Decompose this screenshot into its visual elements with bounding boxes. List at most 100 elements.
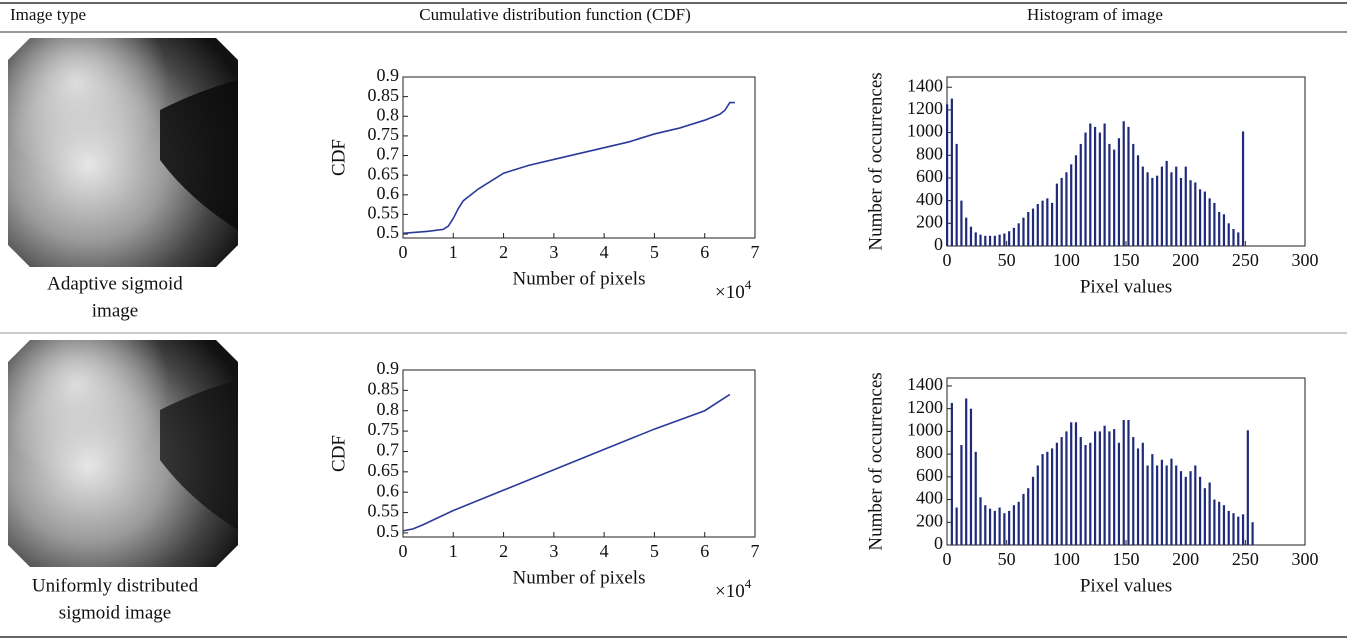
y-tick-label: 200 [916,211,943,231]
y-tick-label: 0.75 [368,124,400,144]
histogram-bar [1012,505,1016,545]
x-tick-label: 2 [499,541,508,561]
y-tick-label: 0.9 [377,65,400,85]
histogram-bar [1022,217,1025,246]
histogram-bar [1027,488,1030,545]
histogram-bar [1213,499,1216,545]
histogram-bar [1208,198,1211,246]
histogram-bar [1070,164,1073,246]
histogram-bar [1031,208,1035,246]
y-tick-label: 0.85 [368,85,400,105]
histogram-bar [1208,482,1211,545]
histogram-bar [1232,513,1235,545]
x-tick-label: 200 [1172,549,1199,569]
y-tick-label: 0.75 [368,419,400,439]
histogram-bar [1089,123,1092,246]
histogram-bar [1156,465,1159,545]
endoscopy-image [8,38,238,267]
y-tick-label: 1400 [907,374,943,394]
x-tick-label: 7 [751,242,760,262]
histogram-bar [1241,131,1245,246]
histogram-bar [1003,513,1006,545]
x-scale-exponent: 4 [745,277,752,292]
y-tick-label: 0.55 [368,203,400,223]
row-label: Adaptive sigmoid [47,273,183,294]
x-tick-label: 5 [650,541,659,561]
histogram-bar [1160,166,1163,246]
histogram-bar [1031,476,1035,545]
plot-frame [946,76,1306,247]
x-tick-label: 0 [943,549,952,569]
y-tick-label: 400 [916,189,943,209]
histogram-bar [1084,445,1087,545]
histogram-bar [1237,232,1240,246]
histogram-bar [950,98,953,246]
histogram-bar [1246,430,1249,545]
x-tick-label: 50 [998,250,1016,270]
histogram-bar [979,234,982,246]
histogram-bar [946,104,949,247]
histogram-bar [1165,160,1168,246]
histogram-bar [1175,465,1178,545]
histogram-bar [960,200,963,246]
histogram-bar [1065,431,1068,545]
histogram-bar [1170,172,1173,246]
histogram-bar [1084,132,1087,246]
x-scale-exponent: 4 [745,576,752,591]
histogram-bar [1055,442,1058,545]
histogram-bar [1127,126,1130,246]
histogram-bar [988,235,992,246]
histogram-bar [1170,458,1173,545]
x-tick-label: 5 [650,242,659,262]
y-tick-label: 400 [916,488,943,508]
histogram-bar [1008,510,1011,545]
histogram-bar [1051,448,1054,545]
histogram-bar [1141,442,1144,545]
histogram-bar [1213,202,1216,246]
x-tick-label: 250 [1232,549,1259,569]
y-tick-label: 0.5 [377,521,400,541]
histogram-bar [1184,166,1187,246]
histogram-bar [1027,211,1030,246]
histogram-bar [1098,431,1101,545]
histogram-bar [1132,437,1135,545]
x-scale-multiplier: ×104 [715,277,752,303]
y-tick-label: 0.5 [377,222,400,242]
histogram-bar [1079,143,1082,246]
y-tick-label: 0.85 [368,378,400,398]
histogram-bar [1203,488,1206,545]
x-tick-label: 200 [1172,250,1199,270]
endoscopy-image [8,340,238,567]
y-axis-label: CDF [328,435,349,472]
x-tick-label: 250 [1232,250,1259,270]
x-tick-label: 300 [1292,250,1319,270]
histogram-bar [1036,465,1039,545]
histogram-bar [979,497,982,545]
x-tick-label: 150 [1113,250,1140,270]
x-axis-label: Pixel values [1080,575,1172,596]
plot-frame [402,369,756,538]
histogram-bar [1136,155,1140,246]
histogram-bar [1218,501,1221,545]
histogram-bar [1065,172,1068,246]
histogram-bar [993,510,996,545]
histogram-bar [1089,442,1092,545]
y-tick-label: 1200 [907,397,943,417]
histogram-bar [1194,465,1197,545]
x-tick-label: 300 [1292,549,1319,569]
row-label: sigmoid image [59,602,171,623]
histogram-bar [1132,143,1135,246]
y-tick-label: 0 [934,234,943,254]
histogram-bar [993,235,996,246]
histogram-bar [1160,459,1163,545]
x-scale-multiplier: ×104 [715,576,752,602]
histogram-bar [965,217,968,246]
y-tick-label: 0.8 [377,399,400,419]
histogram-bar [1055,183,1058,246]
histogram-bar [1179,177,1183,246]
y-tick-label: 800 [916,442,943,462]
y-tick-label: 1200 [907,98,943,118]
row-label: Uniformly distributed [32,575,199,596]
histogram-bar [1189,471,1192,545]
